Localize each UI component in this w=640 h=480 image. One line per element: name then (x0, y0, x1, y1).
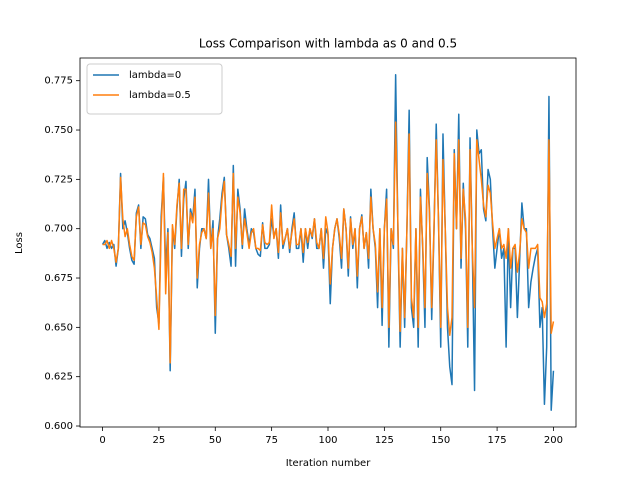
y-tick-label: 0.750 (44, 125, 73, 136)
x-tick-label: 175 (488, 435, 507, 446)
x-tick-label: 100 (318, 435, 337, 446)
y-tick-label: 0.725 (44, 174, 73, 185)
plot-frame (79, 57, 577, 428)
legend-label: lambda=0.5 (129, 90, 191, 101)
legend-label: lambda=0 (129, 70, 181, 81)
x-tick-label: 75 (265, 435, 278, 446)
x-tick-label: 50 (209, 435, 222, 446)
y-tick-label: 0.700 (44, 224, 73, 235)
y-tick-label: 0.650 (44, 322, 73, 333)
x-tick-label: 125 (375, 435, 394, 446)
chart-title: Loss Comparison with lambda as 0 and 0.5 (199, 37, 457, 51)
series-line (102, 121, 555, 364)
legend-box (86, 63, 223, 115)
x-axis-label: Iteration number (286, 458, 372, 469)
y-tick-label: 0.600 (44, 421, 73, 432)
x-tick-label: 0 (99, 435, 105, 446)
y-tick-label: 0.675 (44, 273, 73, 284)
y-tick-label: 0.775 (44, 76, 73, 87)
x-tick-label: 150 (431, 435, 450, 446)
y-tick-label: 0.625 (44, 372, 73, 383)
x-tick-label: 25 (153, 435, 166, 446)
y-axis-label: Loss (14, 232, 25, 254)
x-tick-label: 200 (544, 435, 563, 446)
